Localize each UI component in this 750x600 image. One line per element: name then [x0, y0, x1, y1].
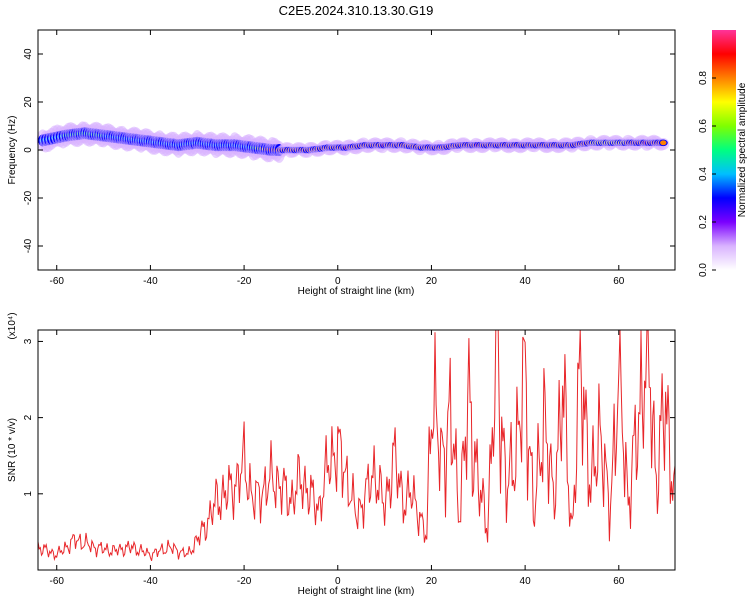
spectrogram-y-tick-label: 20	[23, 96, 34, 108]
snr-x-tick-label: -60	[50, 576, 65, 587]
figure-title: C2E5.2024.310.13.30.G19	[279, 3, 434, 18]
spectrogram-x-tick-label: 60	[613, 276, 625, 287]
snr-x-tick-label: -20	[237, 576, 252, 587]
snr-x-tick-label: 40	[520, 576, 532, 587]
snr-multiplier-label: (x10⁴)	[7, 312, 18, 339]
spectrogram-x-tick-label: -60	[50, 276, 65, 287]
spectrogram-y-tick-label: -40	[23, 238, 34, 253]
colorbar-gradient	[712, 30, 736, 270]
spectrogram-core	[660, 140, 667, 146]
spectrogram-x-tick-label: 0	[335, 276, 341, 287]
colorbar-tick-label: 0.2	[698, 215, 709, 229]
snr-y-tick-label: 2	[23, 414, 34, 420]
spectrogram-x-tick-label: -20	[237, 276, 252, 287]
spectrogram-x-axis-label: Height of straight line (km)	[298, 286, 415, 297]
snr-x-axis-label: Height of straight line (km)	[298, 586, 415, 597]
spectrogram-marks	[36, 121, 670, 163]
snr-y-tick-label: 3	[23, 338, 34, 344]
snr-y-axis-label: SNR (10 * v/v)	[7, 418, 18, 482]
spectrogram-y-tick-label: 0	[23, 147, 34, 153]
snr-x-tick-label: -40	[143, 576, 158, 587]
colorbar-tick-label: 0.0	[698, 263, 709, 277]
spectrogram-x-tick-label: -40	[143, 276, 158, 287]
spectrogram-ticks: -60 -40 -20 0 20 40 60 -40 -20 0 20 40	[23, 30, 675, 287]
colorbar-ticks: 0.0 0.2 0.4 0.6 0.8	[698, 71, 716, 277]
snr-x-tick-label: 20	[426, 576, 438, 587]
spectrogram-x-tick-label: 20	[426, 276, 438, 287]
snr-ticks: -60 -40 -20 0 20 40 60 1 2 3	[23, 330, 675, 587]
snr-marks	[37, 329, 676, 562]
snr-x-tick-label: 60	[613, 576, 625, 587]
spectrogram-panel: -60 -40 -20 0 20 40 60 -40 -20 0 20 40 Height of st…	[7, 29, 676, 297]
spectrogram-x-tick-label: 40	[520, 276, 532, 287]
spectrogram-y-tick-label: 40	[23, 48, 34, 60]
colorbar-tick-label: 0.8	[698, 71, 709, 85]
colorbar-label: Normalized spectral amplitude	[737, 82, 748, 217]
spectrogram-y-tick-label: -20	[23, 190, 34, 205]
spectrogram-y-axis-label: Frequency (Hz)	[7, 116, 18, 185]
snr-series-line	[37, 329, 676, 562]
colorbar-tick-label: 0.4	[698, 167, 709, 181]
colorbar-tick-label: 0.6	[698, 119, 709, 133]
snr-plot-frame	[37, 329, 676, 571]
snr-panel: -60 -40 -20 0 20 40 60 1 2 3 Height of straight l…	[7, 312, 676, 597]
snr-x-tick-label: 0	[335, 576, 341, 587]
snr-y-tick-label: 1	[23, 491, 34, 497]
colorbar: 0.0 0.2 0.4 0.6 0.8 Normalized spectral ampl…	[698, 30, 748, 277]
